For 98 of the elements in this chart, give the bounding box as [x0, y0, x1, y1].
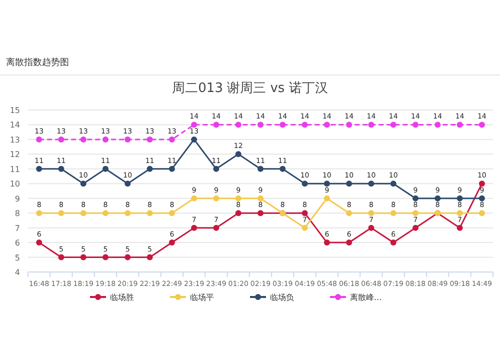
legend-label: 离散峰...	[350, 293, 382, 302]
point	[258, 122, 264, 128]
y-tick-label: 7	[14, 224, 20, 233]
y-tick-label: 11	[10, 164, 20, 174]
y-tick-label: 5	[14, 253, 20, 262]
point	[258, 210, 264, 216]
point	[478, 195, 485, 202]
point	[191, 195, 198, 202]
point	[36, 210, 42, 216]
point	[258, 195, 264, 202]
point	[80, 180, 86, 187]
y-tick-label: 6	[14, 238, 20, 248]
point	[390, 210, 396, 216]
point	[324, 195, 330, 202]
point	[368, 180, 374, 187]
point	[36, 240, 42, 246]
point	[124, 180, 131, 187]
y-tick-label: 12	[10, 150, 20, 160]
point	[456, 224, 463, 231]
point	[368, 122, 374, 128]
point	[346, 210, 352, 216]
point	[146, 166, 153, 172]
legend-label: 临场平	[190, 293, 214, 302]
point	[102, 136, 108, 142]
point	[478, 210, 485, 216]
y-tick-label: 13	[10, 135, 20, 144]
point	[213, 166, 220, 172]
point	[102, 166, 108, 172]
point	[324, 180, 330, 187]
point	[346, 122, 352, 128]
point	[258, 166, 264, 172]
y-tick-label: 15	[10, 106, 20, 115]
point	[191, 122, 198, 128]
point	[80, 136, 86, 142]
point	[235, 195, 242, 202]
point	[346, 240, 352, 246]
point	[456, 122, 463, 128]
point	[235, 122, 242, 128]
point	[478, 122, 485, 128]
point	[302, 180, 308, 187]
point	[80, 210, 86, 216]
point	[191, 136, 198, 142]
point	[213, 224, 220, 231]
point	[390, 240, 396, 246]
point	[213, 122, 220, 128]
point	[124, 210, 131, 216]
point	[302, 224, 308, 231]
point	[36, 166, 42, 172]
point	[146, 210, 153, 216]
point	[58, 166, 64, 172]
point	[368, 210, 374, 216]
point	[412, 122, 418, 128]
y-tick-label: 10	[10, 180, 20, 189]
point	[80, 254, 86, 260]
point	[456, 210, 463, 216]
point	[235, 210, 242, 216]
point	[191, 224, 198, 231]
point	[368, 224, 374, 231]
point	[346, 180, 352, 187]
point	[280, 122, 286, 128]
point	[235, 151, 242, 158]
point	[168, 166, 175, 172]
y-tick-label: 4	[14, 268, 20, 277]
legend-label: 临场负	[270, 293, 294, 302]
point	[324, 122, 330, 128]
point	[168, 210, 175, 216]
point	[302, 122, 308, 128]
point	[280, 166, 286, 172]
y-tick-label: 9	[14, 194, 20, 204]
point	[412, 210, 418, 216]
point	[58, 136, 64, 142]
point	[434, 122, 441, 128]
point	[213, 195, 220, 202]
point	[102, 254, 108, 260]
point	[390, 122, 396, 128]
point	[124, 136, 131, 142]
point	[58, 254, 64, 260]
point	[58, 210, 64, 216]
point	[390, 180, 396, 187]
point	[168, 240, 175, 246]
point	[434, 195, 441, 202]
point	[168, 136, 175, 142]
y-tick-label: 8	[14, 209, 20, 218]
legend-label: 临场胜	[110, 293, 134, 302]
point	[412, 224, 418, 231]
chart-title: 周二013 谢周三 vs 诺丁汉	[172, 81, 328, 96]
point	[36, 136, 42, 142]
y-tick-label: 14	[10, 120, 20, 130]
point	[146, 136, 153, 142]
point	[302, 210, 308, 216]
point	[324, 240, 330, 246]
point	[124, 254, 131, 260]
point	[456, 195, 463, 202]
text: 离散指数趋势图	[6, 57, 69, 68]
point	[102, 210, 108, 216]
point	[478, 180, 485, 187]
point	[412, 195, 418, 202]
point	[146, 254, 153, 260]
